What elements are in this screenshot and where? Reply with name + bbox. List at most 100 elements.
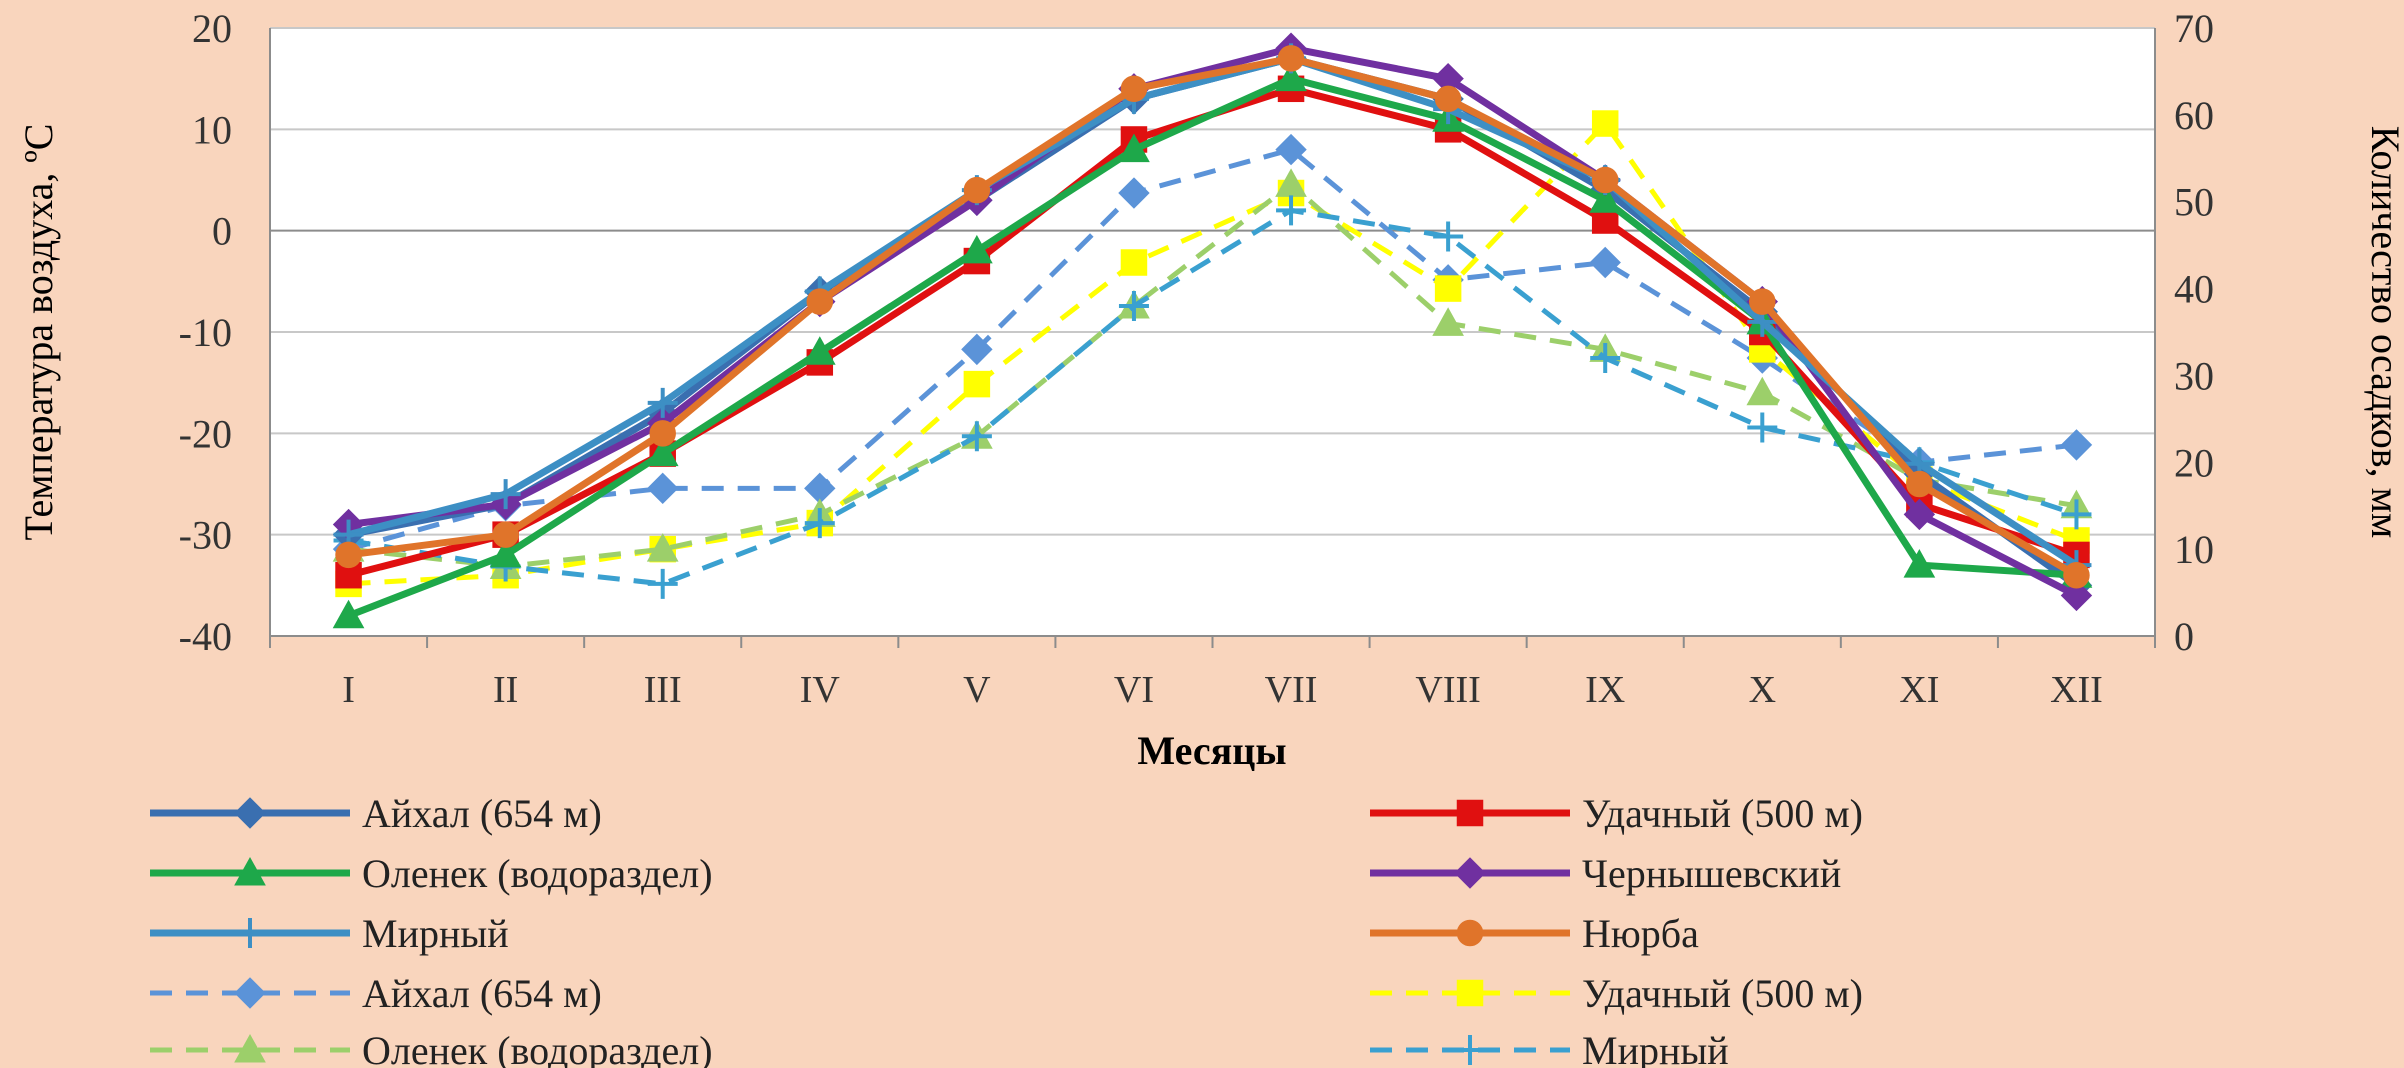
y-left-axis-title: Температура воздуха, ºС: [16, 124, 61, 541]
y-right-tick-label: 30: [2174, 353, 2214, 398]
data-point: [1590, 343, 1621, 374]
x-tick-label: I: [342, 669, 355, 711]
data-point: [490, 479, 521, 510]
data-point: [1275, 62, 1307, 92]
legend-swatch-marker: [1456, 919, 1484, 947]
data-point: [1120, 249, 1148, 276]
data-point: [1906, 470, 1933, 498]
legend-item: Мирный: [1370, 1028, 1729, 1068]
y-left-tick-label: -40: [179, 614, 232, 659]
legend-swatch-marker: [1456, 979, 1484, 1007]
x-tick-label: XII: [2050, 669, 2103, 711]
data-point: [1118, 290, 1149, 321]
data-point: [1275, 133, 1307, 166]
data-point: [1120, 75, 1148, 103]
data-point: [649, 420, 676, 447]
y-right-tick-label: 70: [2174, 6, 2214, 51]
data-point: [963, 370, 991, 398]
y-right-tick-label: 10: [2174, 527, 2214, 572]
legend-label: Удачный (500 м): [1582, 791, 1863, 836]
x-tick-label: X: [1749, 669, 1776, 711]
legend-label: Мирный: [1582, 1028, 1729, 1068]
data-point: [1433, 221, 1464, 252]
data-point: [2061, 499, 2092, 530]
data-point: [647, 472, 679, 505]
data-point: [646, 437, 679, 467]
data-point: [1277, 45, 1305, 72]
y-left-tick-label: 10: [192, 107, 232, 152]
x-tick-label: IX: [1585, 669, 1625, 711]
data-point: [2063, 561, 2090, 589]
series-line: [347, 75, 2077, 619]
legend-swatch-marker: [1454, 857, 1486, 889]
data-point: [2060, 429, 2093, 461]
legend-item: Айхал (654 м): [150, 971, 602, 1016]
data-point: [1276, 195, 1307, 226]
y-left-tick-label: -30: [179, 513, 232, 558]
data-point: [1118, 133, 1150, 163]
legend-swatch-marker: [1455, 1035, 1485, 1065]
data-point: [647, 568, 678, 599]
legend-item: Мирный: [150, 911, 509, 956]
data-point: [961, 421, 992, 452]
series-line: [347, 54, 2079, 569]
legend-swatch-marker: [234, 856, 266, 886]
legend-label: Айхал (654 м): [362, 791, 602, 836]
y-right-axis-title: Количество осадков, мм: [2363, 126, 2404, 539]
legend-item: Чернышевский: [1370, 851, 1841, 896]
data-point: [335, 541, 362, 569]
data-point: [961, 333, 993, 366]
x-tick-label: V: [963, 669, 991, 711]
series-layer: [332, 32, 2093, 629]
x-tick-label: VI: [1114, 669, 1154, 711]
legend-label: Оленек (водораздел): [362, 1028, 713, 1068]
data-point: [1747, 412, 1778, 443]
series-line: [347, 147, 2077, 552]
data-point: [1432, 307, 1464, 336]
data-point: [489, 538, 522, 568]
data-point: [332, 599, 365, 629]
legend-label: Чернышевский: [1582, 851, 1841, 896]
legend-label: Нюрба: [1582, 911, 1699, 956]
legend-label: Мирный: [362, 911, 509, 956]
data-point: [2060, 579, 2093, 612]
x-tick-label: XI: [1899, 669, 1939, 711]
data-point: [1903, 549, 1936, 578]
data-point: [803, 336, 836, 365]
data-point: [647, 387, 678, 418]
x-tick-label: II: [493, 669, 518, 711]
x-tick-label: VII: [1265, 669, 1318, 711]
legend-swatch-marker: [234, 1033, 266, 1063]
legend-item: Нюрба: [1370, 911, 1699, 956]
legend-label: Айхал (654 м): [362, 971, 602, 1016]
y-right-tick-label: 0: [2174, 614, 2194, 659]
data-point: [1434, 85, 1462, 113]
data-point: [1589, 246, 1621, 279]
series-line: [348, 54, 2079, 579]
data-point: [1903, 498, 1936, 531]
legend-swatch-marker: [234, 797, 266, 829]
y-right-tick-label: 20: [2174, 440, 2214, 485]
legend-label: Оленек (водораздел): [362, 851, 713, 896]
legend-swatch-marker: [234, 977, 266, 1009]
legend-swatch-marker: [1456, 799, 1484, 827]
y-left-tick-label: 0: [212, 209, 232, 254]
series-5: [335, 45, 2090, 589]
data-point: [1589, 184, 1622, 213]
data-point: [1749, 288, 1776, 315]
y-right-tick-label: 50: [2174, 180, 2214, 225]
data-point: [1591, 110, 1619, 137]
legend-label: Удачный (500 м): [1582, 971, 1863, 1016]
data-point: [492, 521, 519, 548]
data-point: [1118, 177, 1150, 209]
x-tick-labels: I II III IV V VI VII VIII IX X XI XII: [342, 669, 2103, 711]
y-left-tick-label: 20: [192, 6, 232, 51]
data-point: [961, 234, 993, 264]
right-tick-labels: 70 60 50 40 30 20 10 0: [2174, 6, 2214, 659]
x-tick-label: VIII: [1415, 669, 1480, 711]
y-right-tick-label: 60: [2174, 93, 2214, 138]
data-point: [804, 508, 835, 539]
data-point: [1434, 275, 1462, 302]
left-tick-labels: 20 10 0 -10 -20 -30 -40: [179, 6, 232, 659]
data-point: [1591, 166, 1619, 194]
